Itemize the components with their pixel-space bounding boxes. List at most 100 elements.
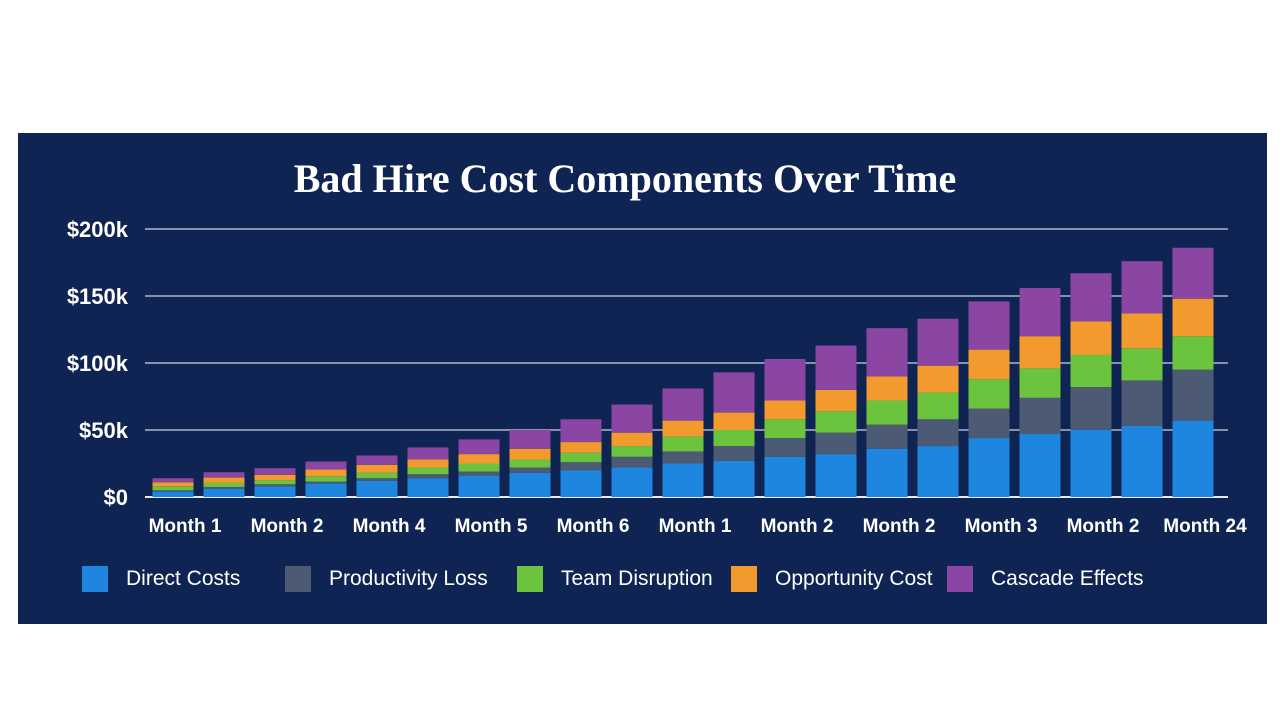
- legend-swatch: [947, 566, 973, 592]
- bar-segment: [560, 470, 602, 497]
- bar-segment: [917, 419, 959, 447]
- bar-segment: [458, 475, 500, 497]
- x-tick-label: Month 2: [761, 516, 834, 537]
- legend: Direct Costs Productivity Loss Team Disrup…: [82, 563, 1232, 595]
- bar-segment: [815, 454, 857, 497]
- bar-segment: [662, 463, 704, 497]
- bar-segment: [815, 411, 857, 433]
- bar-segment: [611, 467, 653, 497]
- bar-segment: [611, 446, 653, 457]
- bar-segment: [203, 477, 245, 483]
- bar-segment: [356, 455, 398, 465]
- bar-segment: [1172, 298, 1214, 337]
- bar-segment: [1121, 348, 1163, 381]
- legend-item: Team Disruption: [517, 563, 713, 595]
- y-tick-label: $0: [104, 485, 128, 510]
- legend-swatch: [517, 566, 543, 592]
- bar-segment: [305, 469, 347, 477]
- bar-segment: [611, 404, 653, 433]
- bar-segment: [407, 459, 449, 468]
- legend-label: Cascade Effects: [991, 567, 1144, 590]
- bar-segment: [1121, 261, 1163, 314]
- bar-segment: [407, 467, 449, 475]
- bar-segment: [815, 389, 857, 412]
- bar-segment: [1070, 354, 1112, 388]
- bar-segment: [815, 345, 857, 390]
- bar-segment: [509, 459, 551, 468]
- bar-segment: [560, 462, 602, 471]
- bar-segment: [917, 318, 959, 366]
- bar-segment: [713, 372, 755, 413]
- bar-segment: [662, 388, 704, 421]
- bar-segment: [152, 478, 194, 483]
- bar-segment: [305, 461, 347, 470]
- bar-segment: [152, 482, 194, 487]
- y-tick-label: $200k: [67, 217, 129, 242]
- x-tick-label: Month 1: [149, 516, 222, 537]
- bar-segment: [764, 438, 806, 457]
- bar-segment: [305, 481, 347, 484]
- bar-segment: [1019, 434, 1061, 497]
- bar-segment: [560, 419, 602, 443]
- bar-segment: [611, 432, 653, 447]
- x-tick-label: Month 1: [659, 516, 732, 537]
- bar-segment: [866, 448, 908, 497]
- bar-segment: [152, 490, 194, 492]
- bar-segment: [509, 472, 551, 497]
- bar-segment: [764, 456, 806, 497]
- bar-segment: [203, 482, 245, 487]
- bar-segment: [254, 484, 296, 487]
- legend-label: Productivity Loss: [329, 567, 488, 590]
- bar-segment: [356, 478, 398, 481]
- bar-segment: [152, 486, 194, 491]
- legend-item: Productivity Loss: [285, 563, 488, 595]
- legend-swatch: [82, 566, 108, 592]
- x-tick-label: Month 3: [965, 516, 1038, 537]
- bar-segment: [866, 328, 908, 377]
- bar-segment: [1070, 321, 1112, 355]
- bar-segment: [203, 472, 245, 478]
- bar-segment: [509, 448, 551, 460]
- legend-label: Direct Costs: [126, 567, 241, 590]
- bar-segment: [560, 442, 602, 453]
- bar-segment: [1019, 336, 1061, 369]
- y-tick-label: $100k: [67, 351, 129, 376]
- bar-segment: [815, 432, 857, 455]
- bar-segment: [1172, 336, 1214, 370]
- bar-segment: [407, 478, 449, 497]
- legend-label: Opportunity Cost: [775, 567, 933, 590]
- bar-segment: [917, 365, 959, 393]
- bar-segment: [713, 446, 755, 461]
- legend-swatch: [285, 566, 311, 592]
- bar-segment: [1070, 430, 1112, 497]
- bar-segment: [458, 454, 500, 464]
- bars: [152, 247, 1214, 497]
- bar-segment: [254, 468, 296, 475]
- bar-segment: [764, 419, 806, 439]
- bar-segment: [458, 463, 500, 472]
- bar-segment: [1121, 425, 1163, 497]
- bar-segment: [764, 400, 806, 420]
- bar-segment: [407, 474, 449, 479]
- y-axis-ticks: $0 $50k $100k $150k $200k: [67, 217, 129, 510]
- bar-segment: [356, 464, 398, 473]
- bar-segment: [1172, 369, 1214, 421]
- bar-segment: [356, 480, 398, 497]
- legend-swatch: [731, 566, 757, 592]
- x-tick-label: Month 5: [455, 516, 528, 537]
- y-tick-label: $50k: [79, 418, 129, 443]
- bar-segment: [458, 439, 500, 455]
- x-tick-label: Month 24: [1163, 516, 1247, 537]
- x-axis-ticks: Month 1 Month 2 Month 4 Month 5 Month 6 Month…: [149, 516, 1248, 537]
- bar-segment: [305, 476, 347, 482]
- bar-segment: [1121, 313, 1163, 349]
- bar-segment: [611, 456, 653, 468]
- bar-segment: [254, 474, 296, 481]
- legend-item: Direct Costs: [82, 563, 240, 595]
- bar-segment: [254, 486, 296, 497]
- x-tick-label: Month 2: [1067, 516, 1140, 537]
- bar-segment: [305, 483, 347, 497]
- bar-segment: [509, 430, 551, 449]
- bar-segment: [407, 447, 449, 460]
